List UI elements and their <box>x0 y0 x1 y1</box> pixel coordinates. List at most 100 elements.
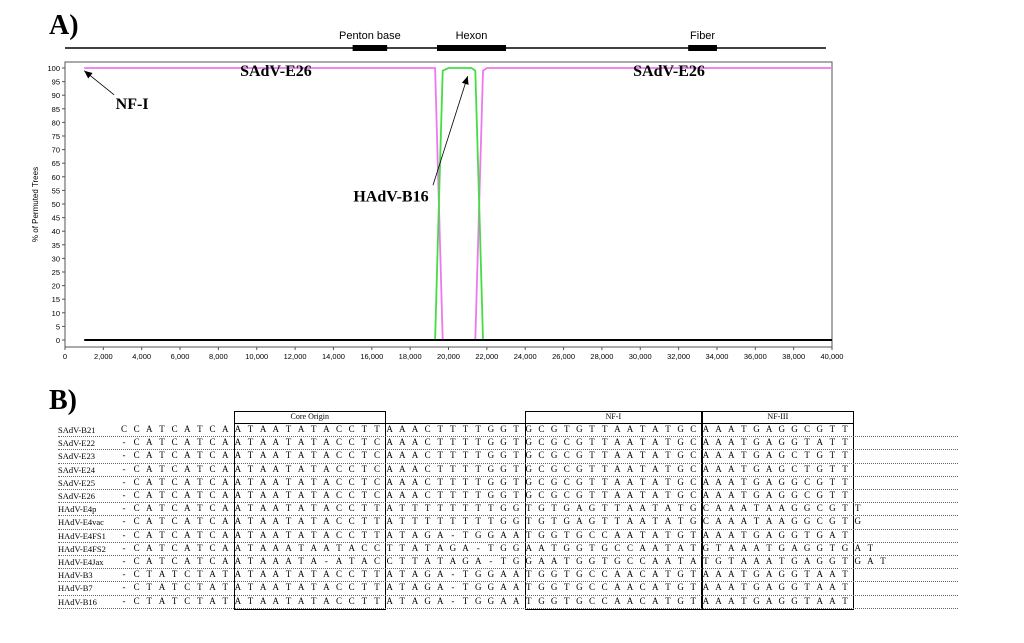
alignment-base: G <box>588 516 596 527</box>
alignment-base: A <box>715 463 722 474</box>
alignment-base: C <box>639 595 646 606</box>
alignment-base: G <box>677 490 684 500</box>
alignment-base: A <box>702 476 710 487</box>
alignment-base: A <box>437 569 444 580</box>
alignment-base: G <box>576 476 583 487</box>
alignment-base: A <box>184 476 191 487</box>
alignment-base: T <box>311 569 317 580</box>
alignment-base: A <box>614 529 621 540</box>
alignment-base: C <box>171 542 178 553</box>
alignment-base: A <box>361 556 368 566</box>
alignment-base: T <box>842 450 848 461</box>
alignment-base: C <box>171 556 178 566</box>
alignment-base: T <box>311 582 317 593</box>
alignment-base: A <box>576 516 583 527</box>
alignment-base: A <box>386 595 393 606</box>
alignment-base: A <box>411 569 419 580</box>
alignment-base: A <box>664 516 672 527</box>
alignment-base: G <box>474 529 482 540</box>
alignment-base: T <box>285 516 292 527</box>
alignment-base: A <box>399 490 406 500</box>
alignment-base: C <box>184 569 191 580</box>
alignment-base: A <box>146 450 153 461</box>
alignment-base: A <box>639 516 646 527</box>
alignment-base: A <box>740 542 748 553</box>
x-tick-label: 24,000 <box>514 352 537 361</box>
alignment-base: T <box>741 424 747 434</box>
alignment-base: C <box>601 595 608 606</box>
alignment-base: T <box>311 490 317 500</box>
alignment-base: A <box>184 503 191 514</box>
alignment-base: T <box>880 556 886 566</box>
alignment-base: T <box>197 582 203 593</box>
alignment-base: A <box>652 582 659 593</box>
alignment-base: A <box>614 595 621 606</box>
alignment-base: A <box>146 556 153 566</box>
alignment-base: A <box>221 490 229 500</box>
alignment-base: T <box>589 424 595 434</box>
alignment-base: C <box>209 503 216 514</box>
alignment-base: A <box>715 424 722 434</box>
alignment-base: A <box>702 437 710 448</box>
alignment-base: A <box>727 569 735 580</box>
y-tick-label: 80 <box>52 118 60 127</box>
alignment-base: A <box>146 437 153 448</box>
alignment-base: T <box>601 516 608 527</box>
alignment-base: C <box>816 516 823 527</box>
alignment-base: G <box>778 490 786 500</box>
alignment-base: G <box>550 463 558 474</box>
alignment-base: G <box>753 450 760 461</box>
alignment-base: G <box>487 450 495 461</box>
alignment-base: G <box>525 463 533 474</box>
alignment-base: A <box>500 569 507 580</box>
alignment-base: T <box>412 503 418 514</box>
alignment-base: G <box>778 450 786 461</box>
alignment-base: C <box>133 503 140 514</box>
alignment-base: A <box>323 542 330 553</box>
alignment-base: T <box>159 490 165 500</box>
alignment-base: A <box>765 503 773 514</box>
alignment-base: A <box>323 463 330 474</box>
alignment-base: G <box>778 437 786 448</box>
alignment-base: T <box>665 582 671 593</box>
alignment-base: T <box>399 595 406 606</box>
alignment-base: A <box>614 463 621 474</box>
alignment-base: T <box>804 463 810 474</box>
alignment-base: A <box>765 463 773 474</box>
alignment-base: A <box>437 529 444 540</box>
alignment-base: - <box>122 437 126 448</box>
alignment-base: A <box>234 503 242 514</box>
alignment-base: T <box>361 476 368 487</box>
y-tick-label: 95 <box>52 78 60 87</box>
alignment-base: A <box>259 450 267 461</box>
alignment-base: A <box>702 463 710 474</box>
alignment-base: T <box>450 463 456 474</box>
alignment-base: T <box>665 476 671 487</box>
alignment-base: T <box>437 437 444 448</box>
alignment-base: T <box>462 582 469 593</box>
alignment-base: A <box>411 463 419 474</box>
alignment-base: T <box>247 556 254 566</box>
alignment-base: T <box>488 542 494 553</box>
alignment-region-label: NF-III <box>767 412 789 421</box>
alignment-row-divider <box>58 528 958 530</box>
alignment-base: T <box>197 490 203 500</box>
alignment-base: T <box>159 424 165 434</box>
annotation-arrow-head <box>84 70 93 79</box>
alignment-base: T <box>159 437 165 448</box>
alignment-base: C <box>348 463 355 474</box>
alignment-base: A <box>184 529 191 540</box>
alignment-base: C <box>336 569 343 580</box>
alignment-base: T <box>159 516 165 527</box>
alignment-base: C <box>538 450 545 461</box>
alignment-base: - <box>122 503 126 514</box>
alignment-base: A <box>146 503 153 514</box>
alignment-base: T <box>247 450 254 461</box>
alignment-base: A <box>411 476 419 487</box>
alignment-base: G <box>424 582 431 593</box>
alignment-base: T <box>741 476 747 487</box>
alignment-base: G <box>538 582 545 593</box>
alignment-base: A <box>626 529 634 540</box>
alignment-base: G <box>854 516 861 527</box>
alignment-base: T <box>159 529 165 540</box>
